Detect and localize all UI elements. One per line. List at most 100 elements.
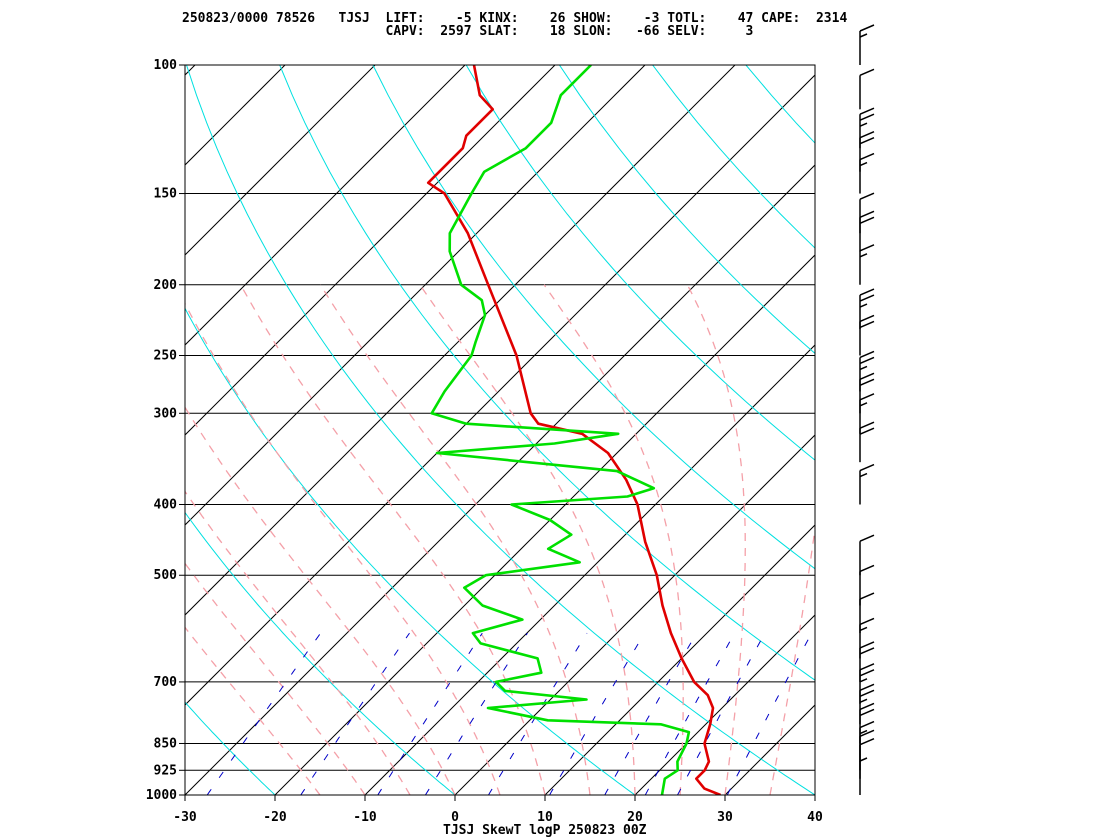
barb-flag: [859, 244, 875, 252]
pressure-tick-label: 100: [154, 58, 178, 73]
barb-flag: [859, 683, 875, 691]
barb-flag: [859, 350, 875, 359]
barb-half-flag: [859, 678, 868, 683]
isotherm: [185, 65, 646, 526]
barb-flag: [859, 288, 875, 296]
barb-flag: [859, 210, 875, 219]
dewpoint-profile: [430, 65, 691, 795]
barb-flag: [859, 641, 875, 649]
barb-flag: [859, 294, 875, 302]
barb-half-flag: [859, 626, 868, 632]
barb-flag: [859, 130, 875, 139]
header-line-2: CAPV: 2597 SLAT: 18 SLON: -66 SELV: 3: [182, 24, 753, 39]
barb-flag: [859, 427, 875, 435]
isotherm: [0, 65, 15, 795]
background-lines: [0, 65, 1120, 811]
mixing-ratio-line: [549, 632, 646, 795]
mixing-ratio-line: [206, 632, 322, 795]
dry-adiabat: [0, 65, 109, 811]
moist-adiabat: [686, 284, 746, 795]
barb-flag: [859, 708, 875, 717]
wind-barb: [859, 757, 868, 795]
barb-flag: [859, 356, 875, 365]
temperature-profile: [426, 65, 721, 795]
dry-adiabat: [279, 65, 815, 681]
barb-flag: [859, 647, 875, 655]
temperature-tick-label: -10: [353, 810, 377, 825]
barb-half-flag: [859, 757, 868, 762]
dry-adiabat: [372, 65, 815, 570]
isotherm: [185, 65, 466, 346]
moist-adiabat: [769, 523, 815, 795]
wind-barb: [859, 68, 875, 110]
dry-adiabat: [185, 701, 276, 795]
wind-barb: [859, 350, 875, 392]
barb-flag: [859, 617, 875, 626]
wind-barb: [859, 314, 875, 356]
dry-adiabat: [185, 307, 636, 795]
isotherm: [185, 65, 376, 256]
wind-barb: [859, 421, 875, 463]
wind-barb: [859, 463, 875, 505]
wind-barb: [859, 534, 875, 576]
wind-barb: [859, 663, 875, 704]
temperature-tick-label: 10: [537, 810, 553, 825]
barb-flag: [859, 702, 875, 711]
isotherm: [0, 65, 105, 795]
temperature-tick-label: -30: [173, 810, 197, 825]
mixing-ratio-line: [488, 632, 588, 795]
isotherm: [274, 254, 815, 795]
mixing-ratio-line: [677, 632, 766, 795]
temperature-tick-label: 0: [451, 810, 459, 825]
temperature-tick-label: 40: [807, 810, 823, 825]
barb-flag: [859, 378, 875, 386]
pressure-tick-label: 925: [154, 763, 177, 778]
frame: [184, 64, 816, 796]
barb-flag: [859, 564, 875, 573]
wind-barb: [859, 729, 875, 771]
barb-flag: [859, 729, 875, 737]
pressure-tick-label: 1000: [146, 788, 177, 803]
wind-barb: [859, 152, 875, 194]
plot-frame: [184, 64, 816, 796]
wind-barbs: [859, 24, 875, 795]
isotherm: [185, 65, 556, 436]
isotherm: [185, 74, 815, 706]
barb-half-flag: [859, 161, 868, 167]
pressure-tick-label: 400: [154, 498, 178, 513]
barb-flag: [859, 216, 875, 225]
pressure-axis-labels: 100 150 200 250 300 400 500 700 850 925 1000: [146, 58, 185, 803]
pressure-tick-label: 300: [154, 406, 178, 421]
pressure-tick-label: 700: [154, 675, 178, 690]
moist-adiabat: [240, 284, 546, 795]
dry-adiabat: [185, 511, 456, 795]
barb-flag: [859, 738, 875, 746]
barb-half-flag: [859, 729, 868, 735]
barb-flag: [859, 421, 875, 429]
moist-adiabat: [814, 792, 815, 795]
barb-flag: [859, 314, 875, 323]
barb-flag: [859, 592, 875, 600]
mixing-ratio-line: [604, 632, 698, 795]
barb-flag: [859, 192, 875, 200]
barb-half-flag: [859, 472, 868, 478]
barb-flag: [859, 689, 875, 697]
temperature-tick-label: -20: [263, 810, 287, 825]
moist-adiabat: [185, 302, 501, 795]
barb-flag: [859, 113, 875, 121]
isotherm: [185, 65, 286, 166]
barb-flag: [859, 663, 875, 671]
dry-adiabat: [558, 65, 815, 355]
temperature-tick-label: 20: [627, 810, 643, 825]
wind-barb: [859, 192, 875, 234]
moist-adiabat: [185, 490, 411, 795]
barb-flag: [859, 372, 875, 380]
dry-adiabat: [465, 65, 815, 461]
temperature-axis-labels: -30 -20 -10 0 10 20 30 40: [173, 795, 823, 825]
barb-half-flag: [859, 698, 868, 703]
barb-flag: [859, 393, 875, 401]
barb-half-flag: [859, 253, 868, 258]
dry-adiabat: [932, 65, 1120, 811]
dry-adiabat: [186, 65, 815, 795]
barb-flag: [859, 720, 875, 729]
